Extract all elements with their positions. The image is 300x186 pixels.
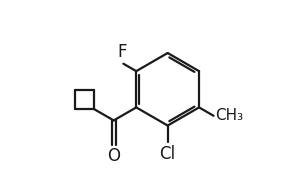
Text: O: O [107, 147, 120, 165]
Text: F: F [118, 44, 127, 61]
Text: CH₃: CH₃ [215, 108, 243, 123]
Text: Cl: Cl [160, 145, 176, 163]
